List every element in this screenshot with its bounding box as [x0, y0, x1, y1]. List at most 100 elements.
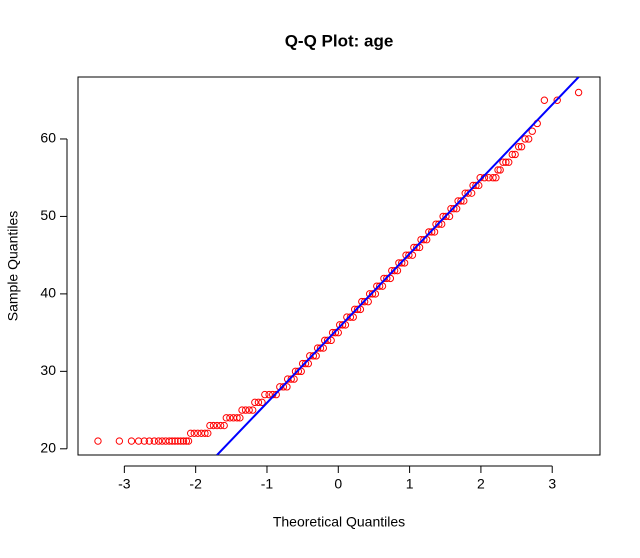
point [134, 437, 143, 445]
point [209, 421, 218, 430]
point [168, 437, 176, 445]
point [505, 158, 513, 166]
plot-area [94, 77, 583, 455]
y-axis-label: Sample Quantiles [5, 211, 21, 322]
point [338, 321, 347, 329]
point [524, 135, 533, 143]
point [515, 143, 523, 151]
point [425, 228, 433, 236]
point [390, 266, 399, 275]
point [216, 421, 225, 430]
point [115, 437, 124, 445]
point [174, 437, 182, 445]
point [464, 189, 472, 197]
point [388, 266, 396, 275]
point [375, 282, 384, 290]
point [283, 383, 291, 391]
y-tick-label: 20 [40, 440, 56, 456]
x-tick-label: -3 [118, 476, 131, 492]
point [249, 406, 257, 414]
point [316, 344, 325, 352]
point [94, 437, 102, 445]
point [360, 297, 369, 306]
point [184, 437, 193, 445]
point [346, 313, 355, 321]
point [165, 437, 173, 445]
point [254, 398, 263, 407]
point [494, 166, 502, 174]
point [272, 390, 280, 399]
point [309, 352, 318, 360]
point [204, 429, 212, 438]
point [226, 414, 234, 422]
point [190, 429, 198, 438]
chart-title: Q-Q Plot: age [285, 31, 394, 50]
point [179, 437, 188, 445]
point [574, 88, 583, 97]
point [238, 406, 246, 414]
point [496, 166, 504, 174]
point [154, 437, 163, 445]
x-axis-label: Theoretical Quantiles [273, 514, 405, 530]
point [258, 398, 266, 407]
point [201, 429, 209, 438]
point [171, 437, 179, 445]
point [245, 406, 253, 414]
point [353, 305, 362, 314]
point [301, 359, 310, 368]
point [489, 173, 497, 182]
point [279, 383, 288, 391]
y-tick-label: 40 [40, 285, 56, 301]
point [442, 212, 450, 221]
point [241, 406, 250, 414]
plot-frame [77, 76, 601, 456]
x-tick-label: 3 [548, 476, 556, 492]
point [420, 235, 428, 244]
point [294, 367, 303, 376]
point [492, 173, 500, 182]
point [328, 328, 337, 337]
point [428, 228, 436, 236]
point [186, 429, 195, 438]
x-tick-label: 1 [406, 476, 414, 492]
point [521, 135, 529, 143]
point [553, 96, 561, 104]
point [127, 437, 136, 445]
x-tick-label: -2 [189, 476, 202, 492]
point [405, 251, 413, 259]
point [261, 390, 269, 399]
point [485, 173, 493, 182]
point [182, 437, 191, 445]
point [251, 398, 259, 407]
point [150, 437, 159, 445]
point [365, 290, 374, 298]
point [383, 274, 391, 283]
point [368, 290, 377, 298]
point [323, 336, 332, 345]
point [206, 421, 214, 430]
point [511, 150, 519, 159]
point [528, 127, 536, 135]
point [517, 143, 526, 151]
point [233, 414, 241, 422]
reference-line [216, 77, 580, 455]
point [450, 204, 458, 213]
y-tick-label: 50 [40, 207, 56, 223]
point [350, 305, 359, 314]
point [145, 437, 154, 445]
point [472, 181, 480, 190]
point [540, 96, 549, 104]
x-tick-label: 0 [334, 476, 342, 492]
point [331, 328, 340, 337]
point [508, 150, 516, 159]
point [502, 158, 510, 166]
x-tick-label: 2 [477, 476, 485, 492]
point [398, 259, 406, 267]
point [291, 367, 300, 376]
point [499, 158, 507, 166]
point [213, 421, 221, 430]
y-tick-label: 30 [40, 362, 56, 378]
point [265, 390, 273, 399]
